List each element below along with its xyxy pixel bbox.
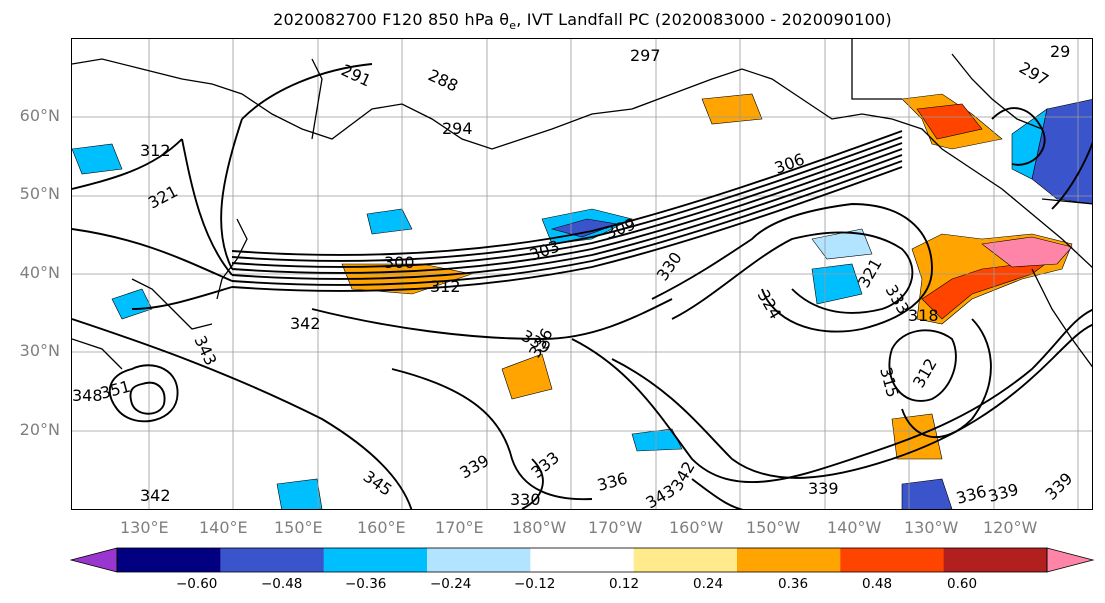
colorbar-segment xyxy=(737,548,841,572)
contour-label: 330 xyxy=(510,490,541,509)
contour-label: 318 xyxy=(908,306,939,325)
lon-label: 130°W xyxy=(904,518,959,537)
colorbar-tick: 0.12 xyxy=(609,576,640,592)
contour-label: 339 xyxy=(986,480,1020,506)
lat-label: 20°N xyxy=(19,420,60,439)
contour-label: 333 xyxy=(527,448,563,482)
lon-label: 170°E xyxy=(435,518,484,537)
lon-label: 130°E xyxy=(120,518,169,537)
map-panel: 291 288 294 312 321 300 303 309 306 312 … xyxy=(71,38,1093,510)
colorbar xyxy=(70,547,1095,573)
colorbar-segment xyxy=(840,548,945,572)
contour-label: 336 xyxy=(595,469,629,495)
contour-label: 336 xyxy=(954,482,988,508)
lon-label: 160°W xyxy=(669,518,724,537)
colorbar-tick: −0.48 xyxy=(261,576,303,592)
contour-label: 324 xyxy=(754,287,786,323)
contour-label: 351 xyxy=(98,377,132,403)
lon-label: 180°W xyxy=(512,518,567,537)
lon-label: 140°W xyxy=(827,518,882,537)
lon-label: 160°E xyxy=(357,518,406,537)
contour-label: 300 xyxy=(384,253,415,272)
lat-lon-grid xyxy=(72,39,1092,509)
lon-label: 150°E xyxy=(274,518,323,537)
contour-label: 312 xyxy=(140,141,171,160)
contour-label: 294 xyxy=(442,119,473,138)
colorbar-tick: 0.48 xyxy=(862,576,893,592)
lat-label: 30°N xyxy=(19,341,60,360)
lon-label: 120°W xyxy=(983,518,1038,537)
colorbar-segment xyxy=(427,548,531,572)
colorbar-tick: 0.24 xyxy=(693,576,724,592)
anomaly-shading xyxy=(72,93,1092,509)
colorbar-segment xyxy=(117,548,221,572)
colorbar-segment xyxy=(530,548,635,572)
map-title: 2020082700 F120 850 hPa θe, IVT Landfall… xyxy=(273,10,892,33)
colorbar-segment xyxy=(943,548,1048,572)
theta-e-contours xyxy=(72,63,1092,509)
lat-label: 40°N xyxy=(19,263,60,282)
colorbar-extend-low xyxy=(70,547,118,573)
colorbar-tick: 0.60 xyxy=(947,576,978,592)
contour-label: 342 xyxy=(290,314,321,333)
contour-label: 315 xyxy=(876,365,902,399)
lon-label: 150°W xyxy=(746,518,801,537)
contour-label: 345 xyxy=(360,467,396,500)
contour-label: 297 xyxy=(630,46,661,65)
colorbar-segment xyxy=(633,548,738,572)
contour-label: 330 xyxy=(653,248,686,284)
contour-label: 29 xyxy=(1050,42,1070,61)
contour-label: 339 xyxy=(1041,469,1076,504)
colorbar-tick: −0.12 xyxy=(514,576,556,592)
contour-label: 342 xyxy=(140,486,171,505)
colorbar-tick: 0.36 xyxy=(778,576,809,592)
lat-label: 50°N xyxy=(19,184,60,203)
contour-label: 312 xyxy=(430,277,461,296)
lon-label: 170°W xyxy=(588,518,643,537)
contour-label: 348 xyxy=(72,386,103,405)
contour-label: 339 xyxy=(808,479,839,498)
colorbar-tick: −0.60 xyxy=(176,576,218,592)
contour-label: 297 xyxy=(1016,58,1052,90)
contour-label: 321 xyxy=(145,181,181,212)
coastlines xyxy=(72,39,1092,370)
lat-label: 60°N xyxy=(19,106,60,125)
colorbar-segment xyxy=(323,548,428,572)
colorbar-extend-high xyxy=(1046,547,1095,573)
contour-label: 288 xyxy=(425,65,461,95)
colorbar-tick: −0.24 xyxy=(430,576,472,592)
contour-label: 312 xyxy=(909,355,941,391)
lon-label: 140°E xyxy=(199,518,248,537)
colorbar-tick: −0.36 xyxy=(345,576,387,592)
colorbar-segment xyxy=(220,548,325,572)
